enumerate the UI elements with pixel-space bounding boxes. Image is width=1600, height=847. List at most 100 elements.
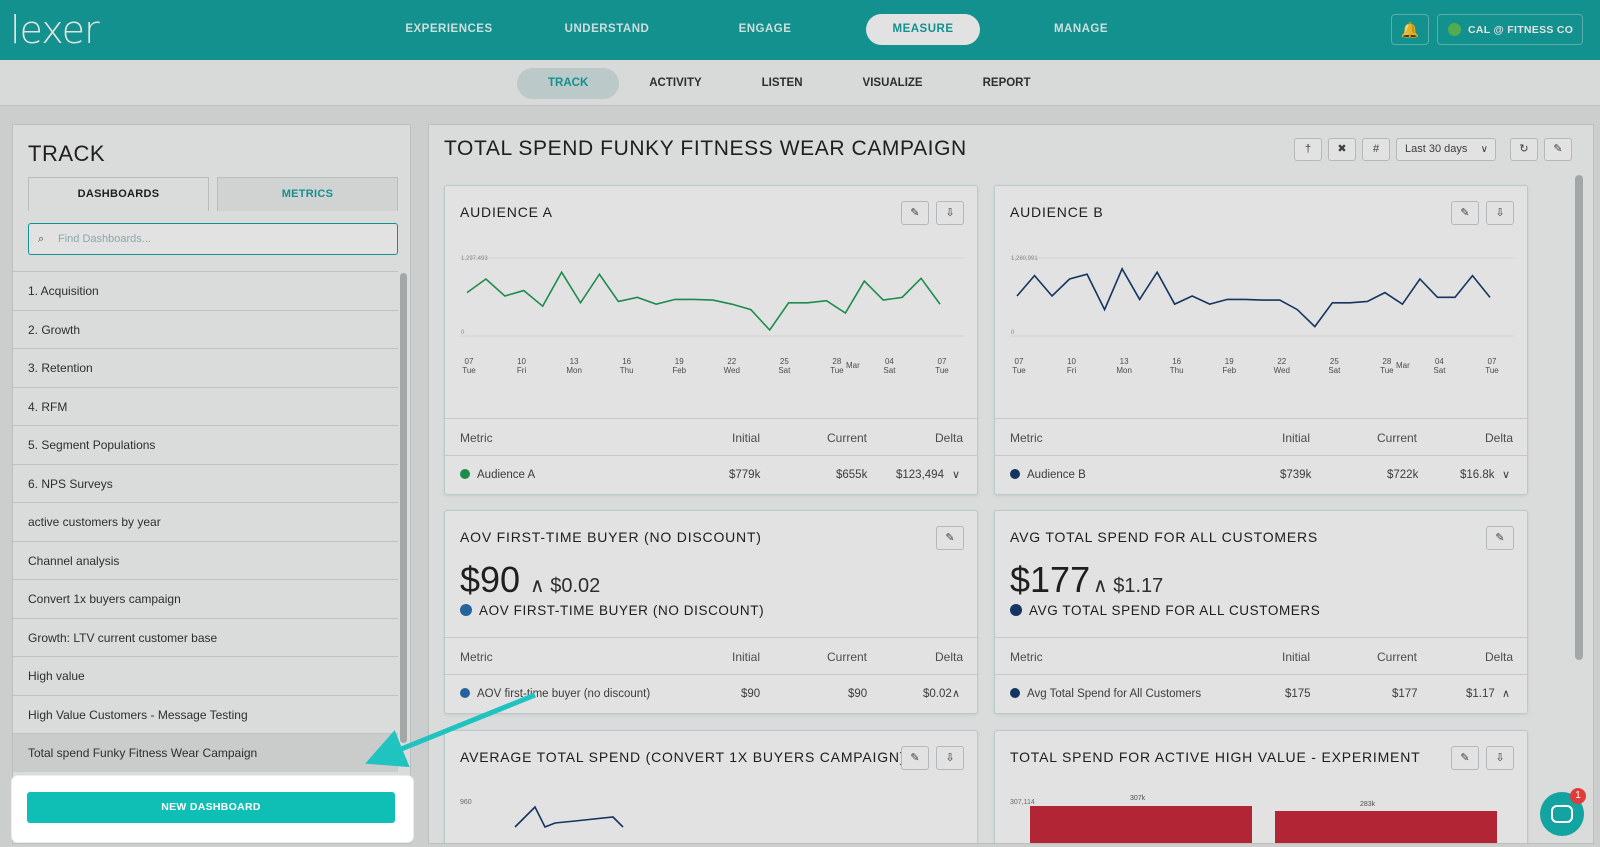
refresh-icon[interactable]: ↻: [1510, 138, 1538, 161]
list-item[interactable]: 6. NPS Surveys: [13, 463, 398, 503]
list-item[interactable]: High Value Customers - Message Testing: [13, 694, 398, 734]
chevron-up-icon: ∧: [530, 575, 545, 597]
collapse-icon[interactable]: ✖: [1328, 138, 1356, 161]
list-item-selected[interactable]: Total spend Funky Fitness Wear Campaign: [13, 733, 398, 772]
x-tick-day: 07: [465, 357, 474, 366]
metric-row-name: Avg Total Spend for All Customers: [1027, 688, 1202, 700]
export-icon[interactable]: ⇩: [1486, 746, 1514, 770]
big-value: $177: [1010, 559, 1091, 600]
nav-understand[interactable]: UNDERSTAND: [564, 23, 650, 35]
avg-total-spend-card: AVG TOTAL SPEND FOR ALL CUSTOMERS ✎ $177…: [994, 510, 1528, 714]
y-tick-label: 0: [1011, 330, 1015, 336]
dashboard-toolbar: † ✖ # Last 30 days ∨ ↻ ✎: [1294, 138, 1578, 161]
main-scrollbar[interactable]: [1575, 175, 1583, 660]
notifications-bell-icon[interactable]: 🔔: [1391, 14, 1429, 45]
chat-launcher[interactable]: 1: [1540, 788, 1586, 836]
x-tick-day: 22: [1277, 357, 1286, 366]
list-item[interactable]: active customers by year: [13, 502, 398, 541]
edit-icon[interactable]: ✎: [1451, 746, 1479, 770]
metric-row-name: AOV first-time buyer (no discount): [477, 688, 651, 700]
x-tick-weekday: Wed: [724, 366, 740, 375]
export-icon[interactable]: ⇩: [936, 746, 964, 770]
list-item[interactable]: 1. Acquisition: [13, 271, 398, 310]
metric-delta: $123,494: [896, 469, 944, 481]
export-icon[interactable]: ⇩: [936, 201, 964, 225]
nav-experiences[interactable]: EXPERIENCES: [405, 23, 493, 35]
edit-icon[interactable]: ✎: [901, 746, 929, 770]
lexer-logo[interactable]: lexer: [10, 8, 100, 52]
chevron-up-icon[interactable]: ∧: [1502, 688, 1511, 700]
list-item[interactable]: Convert 1x buyers campaign: [13, 579, 398, 618]
edit-icon[interactable]: ✎: [1451, 201, 1479, 225]
list-item[interactable]: Growth: LTV current customer base: [13, 617, 398, 657]
series-line: [1016, 267, 1491, 328]
new-dashboard-button[interactable]: NEW DASHBOARD: [27, 792, 395, 823]
date-range-select[interactable]: Last 30 days ∨: [1396, 138, 1496, 161]
current-col: Current: [827, 431, 868, 445]
list-item[interactable]: 2. Growth: [13, 309, 398, 349]
tab-metrics[interactable]: METRICS: [217, 177, 398, 211]
export-icon[interactable]: ⇩: [1486, 201, 1514, 225]
edit-icon[interactable]: ✎: [1486, 526, 1514, 550]
grid-icon[interactable]: #: [1362, 138, 1390, 161]
card-title: AUDIENCE A: [460, 204, 553, 220]
dashboard-title: TOTAL SPEND FUNKY FITNESS WEAR CAMPAIGN: [444, 137, 967, 160]
y-axis-label: 307,114: [1010, 799, 1035, 806]
metric-name: AOV first-time buyer (no discount): [460, 675, 660, 713]
sidebar-tabs: DASHBOARDS METRICS: [28, 177, 398, 211]
metric-row[interactable]: AOV first-time buyer (no discount) $90 $…: [445, 675, 977, 713]
list-item[interactable]: 5. Segment Populations: [13, 425, 398, 464]
metric-col: Metric: [460, 431, 493, 445]
active-high-value-card: TOTAL SPEND FOR ACTIVE HIGH VALUE - EXPE…: [994, 730, 1528, 843]
x-tick-day: 16: [1172, 357, 1181, 366]
delta-col: Delta: [1485, 431, 1514, 445]
delta-col: Delta: [935, 650, 964, 664]
metric-name: Audience A: [460, 456, 535, 494]
series-swatch: [460, 604, 472, 616]
list-item[interactable]: 4. RFM: [13, 386, 398, 426]
subnav-report[interactable]: REPORT: [982, 77, 1031, 89]
metric-row[interactable]: Avg Total Spend for All Customers $175 $…: [995, 675, 1527, 713]
x-tick-weekday: Tue: [830, 366, 844, 375]
nav-measure[interactable]: MEASURE: [866, 14, 980, 45]
bar: [1030, 806, 1252, 843]
initial-col: Initial: [1282, 431, 1311, 445]
metric-delta: $0.02: [923, 688, 952, 700]
list-item[interactable]: 3. Retention: [13, 348, 398, 387]
search-input[interactable]: [58, 233, 378, 245]
edit-icon[interactable]: ✎: [901, 201, 929, 225]
metric-delta: $1.17: [1466, 688, 1495, 700]
initial-col: Initial: [1282, 650, 1311, 664]
date-range-value: Last 30 days: [1405, 143, 1468, 155]
nav-engage[interactable]: ENGAGE: [738, 23, 792, 35]
metric-col: Metric: [460, 650, 493, 664]
chevron-down-icon: ∨: [1480, 144, 1488, 155]
x-tick-weekday: Thu: [620, 366, 634, 375]
edit-icon[interactable]: ✎: [936, 526, 964, 550]
subnav-activity[interactable]: ACTIVITY: [649, 77, 702, 89]
chevron-down-icon[interactable]: ∨: [952, 469, 961, 481]
metric-initial: $90: [741, 688, 761, 700]
search-icon: ⌕: [38, 233, 45, 245]
subnav-visualize[interactable]: VISUALIZE: [862, 77, 923, 89]
metric-current: $90: [848, 688, 868, 700]
list-item[interactable]: High value: [13, 656, 398, 695]
subnav-track[interactable]: TRACK: [517, 68, 620, 99]
card-title: AVG TOTAL SPEND FOR ALL CUSTOMERS: [1010, 529, 1319, 545]
edit-icon[interactable]: ✎: [1544, 138, 1572, 161]
tab-dashboards[interactable]: DASHBOARDS: [28, 177, 209, 211]
metric-row[interactable]: Audience A $779k $655k $123,494 ∨: [445, 456, 977, 494]
subnav-listen[interactable]: LISTEN: [761, 77, 803, 89]
nav-manage[interactable]: MANAGE: [1053, 23, 1109, 35]
metric-current: $655k: [836, 469, 868, 481]
chevron-up-icon[interactable]: ∧: [952, 688, 961, 700]
sidebar-scrollbar[interactable]: [400, 273, 407, 743]
current-col: Current: [827, 650, 868, 664]
delta-col: Delta: [935, 431, 964, 445]
metric-row[interactable]: Audience B $739k $722k $16.8k ∨: [995, 456, 1527, 494]
chevron-down-icon[interactable]: ∨: [1502, 469, 1511, 481]
dashboard-list: 1. Acquisition 2. Growth 3. Retention 4.…: [13, 271, 398, 772]
list-item[interactable]: Channel analysis: [13, 540, 398, 580]
pin-icon[interactable]: †: [1294, 138, 1322, 161]
account-menu[interactable]: CAL @ FITNESS CO: [1437, 14, 1583, 45]
